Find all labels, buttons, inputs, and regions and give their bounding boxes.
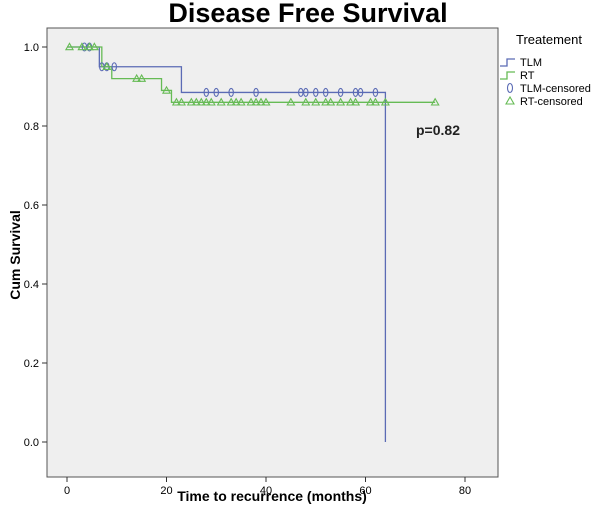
chart-title: Disease Free Survival [168, 0, 447, 28]
y-tick-label: 0.6 [24, 200, 39, 212]
y-tick-label: 0.2 [24, 358, 39, 370]
legend-title: Treatement [516, 32, 582, 47]
y-tick-label: 1.0 [24, 42, 39, 54]
plot-area [46, 27, 499, 478]
y-axis-label: Cum Survival [7, 210, 23, 299]
y-axis: 0.0 0.2 0.4 0.6 0.8 1.0 [24, 42, 47, 449]
x-tick-label: 20 [160, 485, 172, 497]
censor-mark-rt [196, 97, 206, 106]
legend-item-rt-censored: RT-censored [505, 95, 583, 108]
censor-mark-tlm [253, 87, 259, 97]
censor-mark-rt [380, 97, 390, 106]
censor-mark-tlm [303, 87, 309, 97]
censor-mark-tlm [228, 87, 234, 97]
censor-mark-rt [301, 97, 311, 106]
censor-mark-rt [206, 97, 216, 106]
y-tick-label: 0.4 [24, 279, 39, 291]
censor-mark-rt [84, 42, 94, 51]
x-tick-label: 0 [64, 485, 70, 497]
censor-mark-rt [261, 97, 271, 106]
censor-mark-tlm [213, 87, 220, 97]
censor-mark-tlm [352, 87, 359, 97]
censor-mark-rt [64, 42, 75, 51]
censor-mark-rt [286, 97, 296, 106]
censor-mark-rt [311, 97, 321, 106]
censor-mark-tlm [357, 87, 364, 97]
legend-ellipse-swatch [506, 82, 514, 94]
censor-mark-rt [77, 42, 87, 51]
x-axis: 0 20 40 60 80 [64, 477, 471, 497]
censor-mark-rt [186, 97, 196, 106]
censor-mark-rt [137, 73, 147, 82]
x-tick-label: 40 [260, 485, 272, 497]
censor-mark-rt [351, 97, 361, 106]
legend-item-rt: RT [500, 70, 535, 82]
y-tick-label: 0.8 [24, 121, 39, 133]
censor-mark-rt [201, 97, 211, 106]
censor-mark-rt [326, 97, 336, 106]
censor-mark-tlm [337, 87, 344, 97]
legend-item-tlm: TLM [500, 57, 542, 69]
legend-label: RT-censored [520, 96, 583, 108]
censor-mark-tlm [298, 87, 304, 97]
censor-mark-rt [161, 85, 172, 94]
legend-item-tlm-censored: TLM-censored [506, 82, 591, 95]
legend-line-swatch [500, 71, 515, 80]
x-axis-label: Time to recurrence (months) [177, 488, 367, 504]
legend-label: TLM-censored [520, 83, 591, 95]
censor-mark-rt [246, 97, 256, 106]
censor-mark-rt [231, 97, 241, 106]
censor-mark-rt [171, 97, 181, 106]
x-tick-label: 60 [359, 485, 371, 497]
censor-mark-rt [102, 62, 112, 70]
censor-mark-rt [191, 97, 201, 106]
censor-layer [64, 42, 440, 106]
censor-mark-tlm [203, 87, 210, 97]
censor-mark-tlm [111, 62, 118, 72]
legend-label: RT [520, 70, 535, 82]
legend-label: TLM [520, 57, 542, 69]
series-layer [67, 46, 436, 442]
censor-mark-rt [336, 97, 346, 106]
censor-mark-rt [226, 97, 236, 106]
censor-mark-rt [251, 97, 261, 106]
censor-mark-rt [236, 97, 246, 106]
censor-mark-tlm [99, 62, 105, 72]
censor-mark-tlm [372, 87, 379, 97]
legend-triangle-swatch [505, 95, 515, 105]
censor-mark-rt [430, 97, 440, 106]
censor-mark-tlm [81, 42, 88, 52]
censor-mark-rt [176, 97, 186, 106]
censor-mark-rt [89, 42, 99, 51]
censor-mark-tlm [312, 87, 319, 97]
survival-curve-rt [67, 46, 436, 103]
censor-mark-rt [256, 97, 266, 106]
censor-mark-rt [216, 97, 226, 106]
censor-mark-rt [370, 97, 380, 106]
p-value-annotation: p=0.82 [416, 122, 460, 138]
x-tick-label: 80 [459, 485, 471, 497]
legend-line-swatch [500, 58, 515, 67]
censor-mark-rt [321, 97, 331, 106]
y-tick-label: 0.0 [24, 437, 39, 449]
censor-mark-rt [346, 97, 356, 106]
censor-mark-rt [132, 73, 142, 82]
censor-mark-rt [365, 97, 376, 106]
censor-mark-tlm [322, 87, 329, 97]
